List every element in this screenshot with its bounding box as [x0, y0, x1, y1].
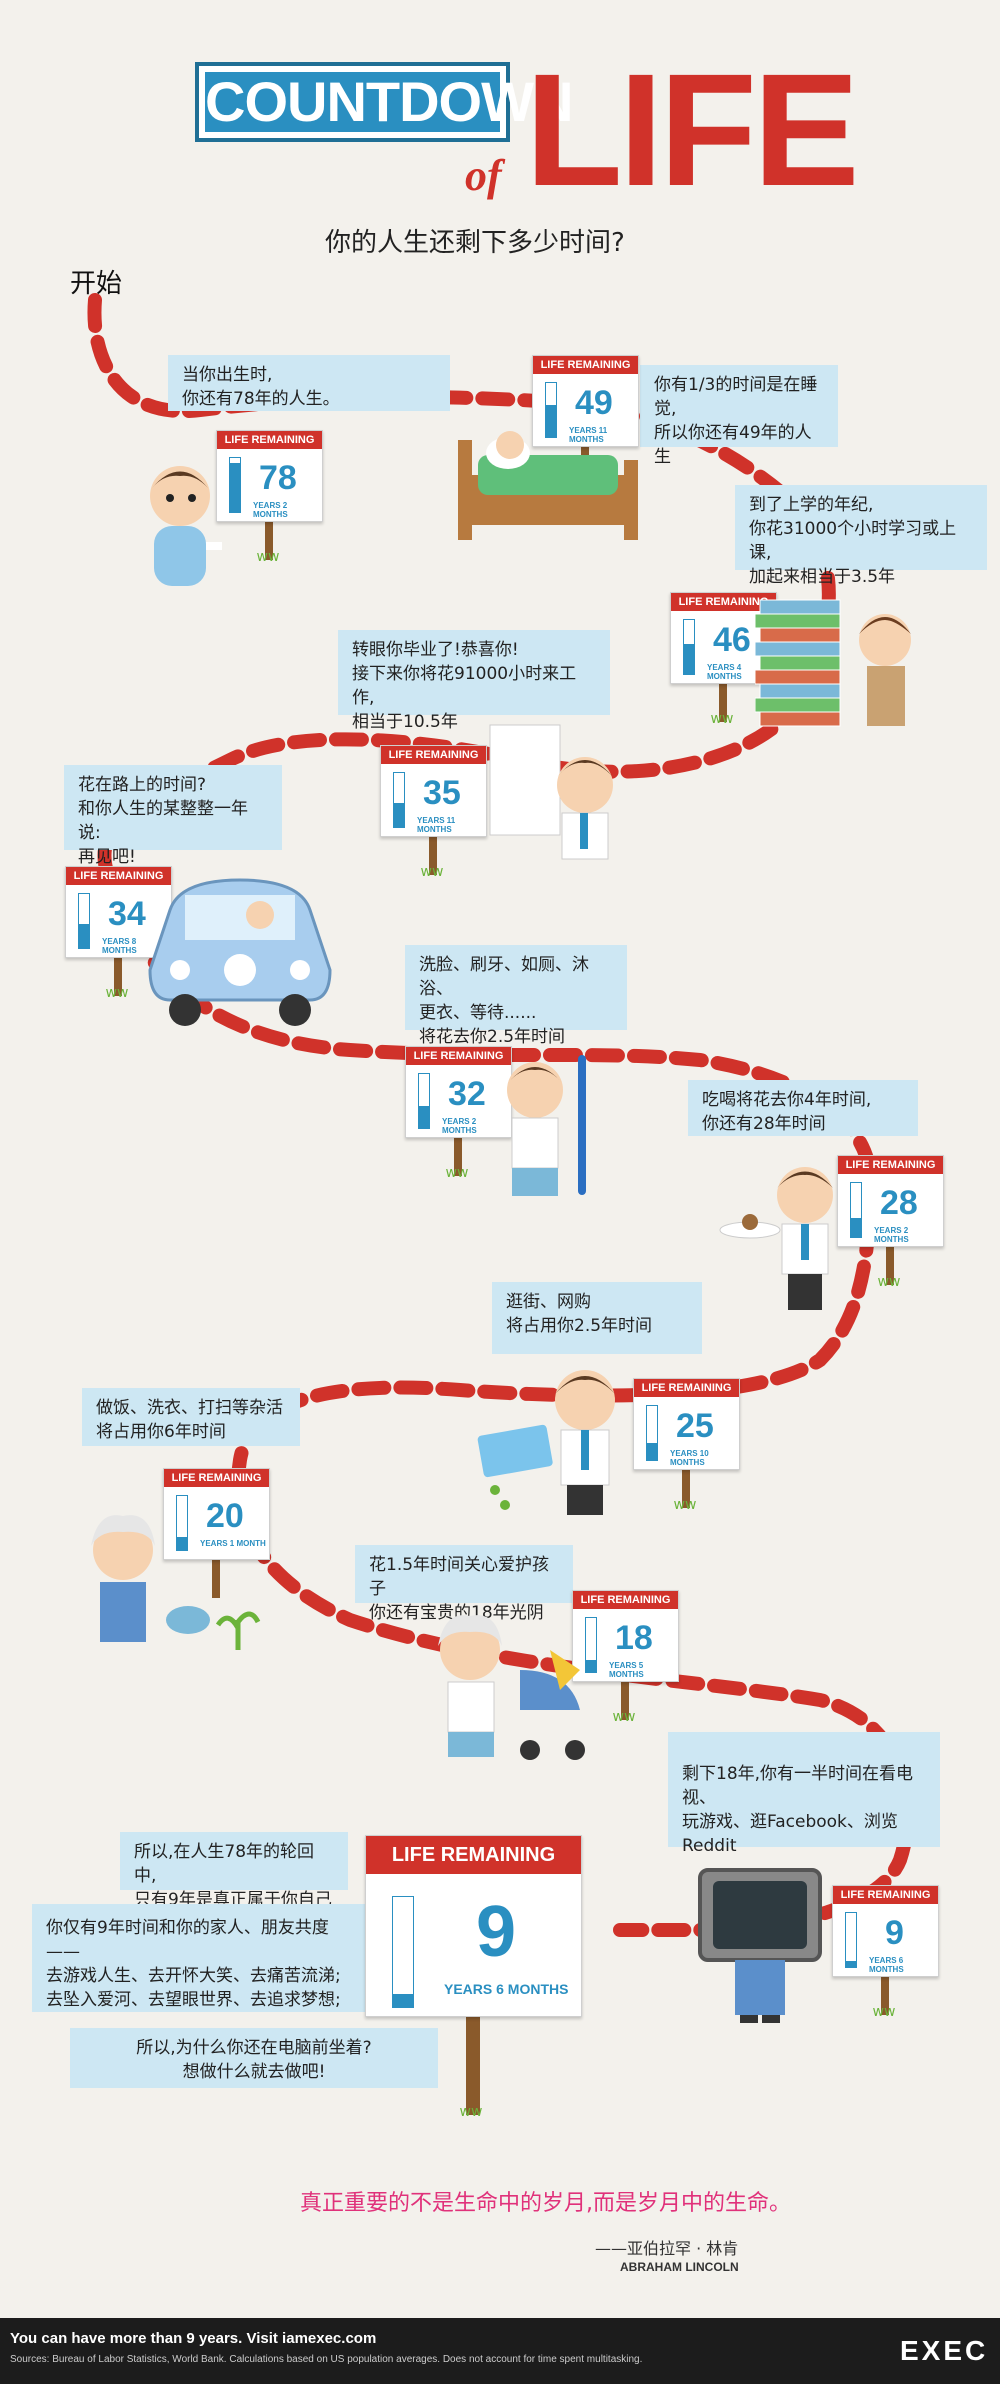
title-countdown-box: COUNTDOWN	[195, 62, 573, 142]
baby-illustration	[150, 466, 222, 586]
panel-family: 你仅有9年时间和你的家人、朋友共度—— 去游戏人生、去开怀大笑、去痛苦流涕; 去…	[32, 1904, 374, 2012]
sign-20-years: 20	[206, 1497, 244, 1535]
car-illustration	[148, 878, 332, 1026]
toothbrush-illustration	[507, 1055, 586, 1196]
sign-78-sub: YEARS 2 MONTHS	[253, 501, 288, 519]
footer-bar	[0, 2318, 1000, 2384]
sign-18-years: 18	[615, 1619, 653, 1657]
sleeping-illustration	[458, 431, 638, 540]
sign-35-years: 35	[423, 774, 461, 812]
sign-34: LIFE REMAINING 34 YEARS 8 MONTHS ww	[65, 866, 172, 1000]
sign-35: LIFE REMAINING 35 YEARS 11 MONTHS ww	[380, 745, 487, 879]
sign-34-sub: YEARS 8 MONTHS	[102, 937, 137, 955]
sign-46: LIFE REMAINING 46 YEARS 4 MONTHS ww	[670, 592, 777, 726]
quote-author-en: ABRAHAM LINCOLN	[620, 2260, 739, 2274]
quote-text: 真正重要的不是生命中的岁月,而是岁月中的生命。	[300, 2191, 791, 2216]
panel-work: 转眼你毕业了!恭喜你! 接下来你将花91000小时来工作, 相当于10.5年	[338, 630, 610, 732]
sign-9-large-years: 9	[476, 1892, 517, 1972]
sign-28: LIFE REMAINING 28 YEARS 2 MONTHS ww	[837, 1155, 944, 1289]
sign-28-years: 28	[880, 1184, 918, 1222]
sign-25-sub: YEARS 10 MONTHS	[670, 1449, 709, 1467]
sign-18-sub: YEARS 5 MONTHS	[609, 1661, 644, 1679]
panel-sleep: 你有1/3的时间是在睡觉, 所以你还有49年的人生	[640, 365, 838, 467]
exec-logo: EXEC	[900, 2335, 989, 2366]
quote-author-cn: ——亚伯拉罕 · 林肯	[595, 2239, 739, 2258]
title-countdown: COUNTDOWN	[205, 70, 573, 133]
sign-9-small: LIFE REMAINING 9 YEARS 6 MONTHS ww	[832, 1885, 939, 2019]
sign-18: LIFE REMAINING 18 YEARS 5 MONTHS ww	[572, 1590, 679, 1724]
shopping-illustration	[477, 1370, 615, 1515]
title-life: LIFE	[525, 40, 860, 219]
sign-9-small-years: 9	[885, 1914, 904, 1952]
sign-49-years: 49	[575, 384, 613, 422]
panel-hygiene: 洗脸、刷牙、如厕、沐浴、 更衣、等待...... 将花去你2.5年时间	[405, 945, 627, 1047]
gardener-illustration	[91, 1515, 261, 1650]
sign-32: LIFE REMAINING 32 YEARS 2 MONTHS ww	[405, 1046, 512, 1180]
stroller-illustration	[438, 1615, 585, 1760]
student-books-illustration	[755, 599, 911, 727]
sign-32-sub: YEARS 2 MONTHS	[442, 1117, 477, 1135]
sign-34-years: 34	[108, 895, 146, 933]
sign-20-sub: YEARS 1 MONTH	[200, 1539, 266, 1548]
sign-78-years: 78	[259, 459, 297, 497]
panel-chores: 做饭、洗衣、打扫等杂活 将占用你6年时间	[82, 1388, 300, 1446]
sign-78: LIFE REMAINING 78 YEARS 2 MONTHS ww	[216, 430, 323, 564]
sign-9-small-sub: YEARS 6 MONTHS	[869, 1956, 904, 1974]
title-of: of	[465, 151, 502, 200]
sign-25-years: 25	[676, 1407, 714, 1445]
sign-32-years: 32	[448, 1075, 486, 1113]
subtitle: 你的人生还剩下多少时间?	[325, 228, 625, 258]
sign-9-large-sub: YEARS 6 MONTHS	[444, 1981, 569, 1997]
footer-cta: You can have more than 9 years. Visit ia…	[10, 2330, 377, 2347]
waiter-illustration	[719, 1167, 833, 1310]
panel-commute: 花在路上的时间? 和你人生的某整整一年说: 再见吧!	[64, 765, 282, 867]
sign-46-sub: YEARS 4 MONTHS	[707, 663, 742, 681]
start-label: 开始	[70, 269, 123, 299]
panel-shopping: 逛街、网购 将占用你2.5年时间	[492, 1282, 702, 1354]
panel-final: 所以,为什么你还在电脑前坐着? 想做什么就去做吧!	[70, 2028, 438, 2088]
sign-9-large: LIFE REMAINING 9 YEARS 6 MONTHS ww	[365, 1835, 582, 2119]
panel-children: 花1.5年时间关心爱护孩子 你还有宝贵的18年光阴	[355, 1545, 573, 1623]
panel-tv: 剩下18年,你有一半时间在看电视、 玩游戏、逛Facebook、浏览Reddit	[668, 1732, 940, 1856]
footer-sources: Sources: Bureau of Labor Statistics, Wor…	[10, 2354, 643, 2365]
sign-49-sub: YEARS 11 MONTHS	[569, 426, 608, 444]
sign-35-sub: YEARS 11 MONTHS	[417, 816, 456, 834]
worker-papers-illustration	[489, 724, 613, 860]
tv-illustration	[698, 1868, 822, 2023]
panel-summary: 所以,在人生78年的轮回中, 只有9年是真正属于你自己的	[120, 1832, 348, 1934]
sign-25: LIFE REMAINING 25 YEARS 10 MONTHS ww	[633, 1378, 740, 1512]
sign-46-years: 46	[713, 621, 751, 659]
panel-birth: 当你出生时, 你还有78年的人生。	[168, 355, 450, 411]
sign-49: LIFE REMAINING 49 YEARS 11 MONTHS	[532, 355, 639, 485]
sign-20: LIFE REMAINING 20 YEARS 1 MONTH	[163, 1468, 270, 1598]
panel-eating: 吃喝将花去你4年时间, 你还有28年时间	[688, 1080, 918, 1136]
sign-28-sub: YEARS 2 MONTHS	[874, 1226, 909, 1244]
panel-school: 到了上学的年纪, 你花31000个小时学习或上课, 加起来相当于3.5年	[735, 485, 987, 587]
